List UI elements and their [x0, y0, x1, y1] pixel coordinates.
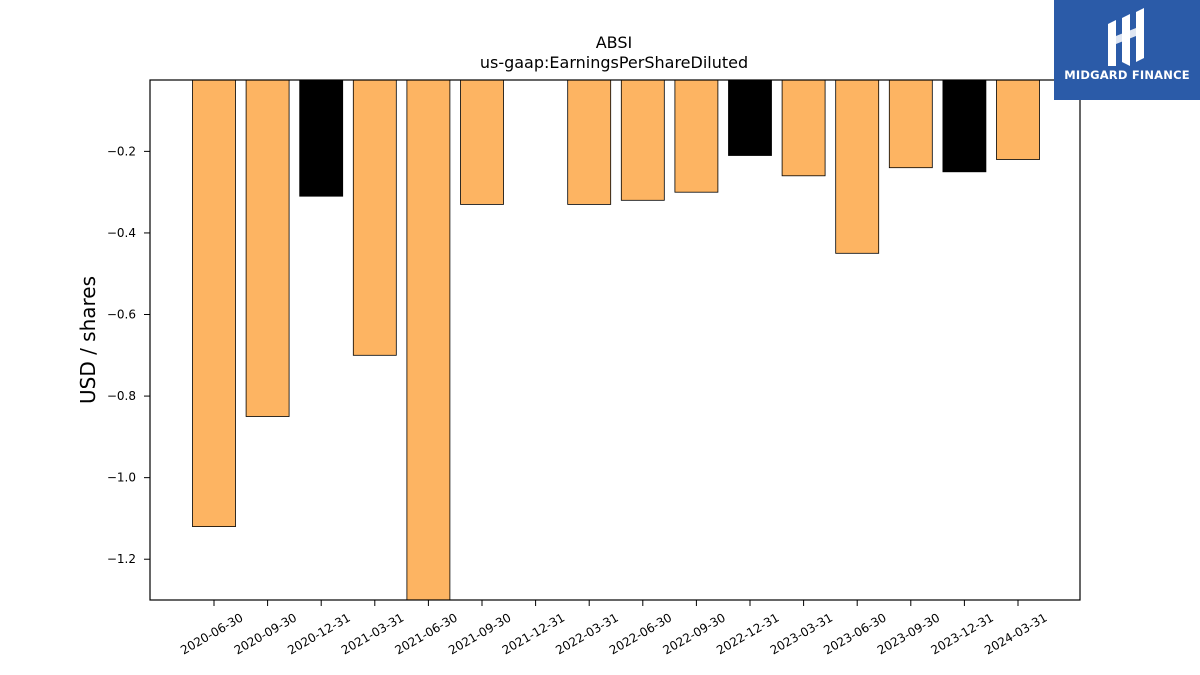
plot-frame	[149, 79, 1081, 601]
midgard-finance-logo: MIDGARD FINANCE	[1054, 0, 1200, 100]
y-tick-label: −0.8	[107, 389, 136, 403]
bar-2021-06-30	[406, 79, 451, 601]
bar-2020-09-30	[245, 79, 290, 417]
bar-2023-06-30	[835, 79, 880, 254]
bar-2020-06-30	[192, 79, 236, 528]
y-ticks-group: −0.2 −0.4 −0.6 −0.8 −1.0 −1.2	[107, 144, 150, 566]
bar-2021-09-30	[460, 79, 504, 205]
logo-text: MIDGARD FINANCE	[1064, 68, 1190, 82]
chart-subtitle: us-gaap:EarningsPerShareDiluted	[480, 53, 748, 72]
bar-2023-03-31	[781, 79, 826, 177]
midgard-logo-icon	[1108, 8, 1144, 66]
bar-2023-12-31	[942, 79, 987, 173]
y-tick-label: −0.2	[107, 144, 136, 158]
x-ticks-group: 2020-06-302020-09-302020-12-312021-03-31…	[178, 600, 1050, 657]
bar-2022-12-31	[728, 79, 772, 156]
bar-2023-09-30	[888, 79, 933, 169]
bar-2021-03-31	[352, 79, 397, 356]
bar-2022-03-31	[567, 79, 612, 205]
y-tick-label: −0.4	[107, 226, 136, 240]
y-tick-label: −1.0	[107, 471, 136, 485]
y-tick-label: −1.2	[107, 552, 136, 566]
chart-title: ABSI	[596, 33, 633, 52]
bar-2022-09-30	[674, 79, 719, 193]
bars-group	[192, 79, 1040, 601]
y-axis-label: USD / shares	[76, 276, 100, 404]
y-tick-label: −0.6	[107, 308, 136, 322]
bar-2022-06-30	[620, 79, 665, 201]
bar-2024-03-31	[996, 79, 1040, 160]
bar-2020-12-31	[299, 79, 344, 197]
